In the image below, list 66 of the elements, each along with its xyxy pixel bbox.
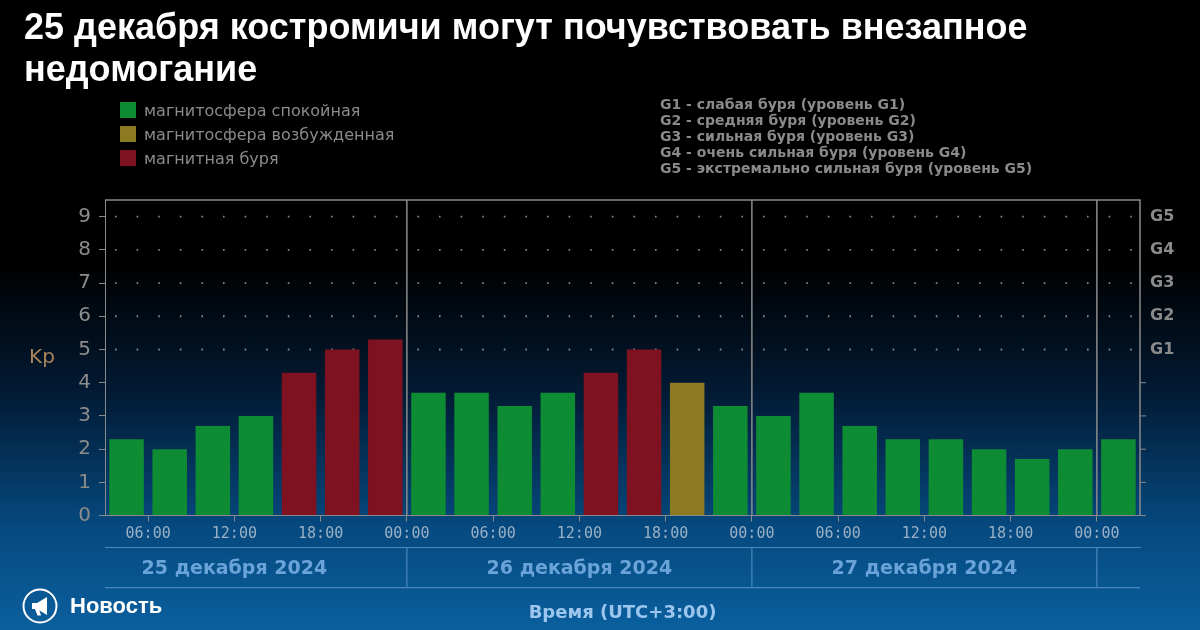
- legend-label: магнитосфера возбужденная: [144, 124, 395, 144]
- x2-tick-label: 25 декабря 2024: [141, 555, 328, 578]
- text: G4 - очень сильная буря (уровень G4): [660, 144, 968, 160]
- text: Новость: [70, 593, 163, 619]
- text: G2 - средняя буря (уровень G2): [660, 112, 917, 128]
- x-tick-label: 00:00: [384, 524, 430, 543]
- bar: [195, 425, 231, 516]
- bar: [713, 405, 748, 516]
- ref-line-label: G2: [1150, 305, 1175, 325]
- y-tick-label: 8: [78, 236, 91, 261]
- x-tick-label: 18:00: [988, 524, 1034, 543]
- x-tick-label: 06:00: [470, 524, 516, 543]
- bar: [324, 349, 360, 516]
- y-tick-label: 9: [78, 202, 91, 227]
- text: G5 - экстремально сильная буря (уровень G5): [660, 160, 1033, 176]
- bar: [238, 415, 274, 516]
- chart-title: 25 декабря костромичи могут почувствовать внезапное недомогание: [24, 6, 1029, 90]
- bar: [1101, 439, 1136, 516]
- bar: [540, 392, 576, 516]
- ref-line-label: G1: [1150, 338, 1175, 358]
- bar: [368, 339, 403, 516]
- legend-label: магнитосфера спокойная: [144, 100, 361, 120]
- bar: [971, 449, 1007, 516]
- bar: [1058, 449, 1093, 516]
- ref-line-label: G5: [1150, 205, 1175, 225]
- y-tick-label: 1: [78, 468, 91, 493]
- bar: [799, 392, 834, 516]
- x-axis-title: Время (UTC+3:00): [528, 600, 717, 622]
- bar: [885, 439, 921, 516]
- bar: [109, 439, 144, 516]
- bar: [928, 439, 964, 516]
- bar: [411, 392, 446, 516]
- bar: [842, 425, 877, 516]
- text: G1 - слабая буря (уровень G1): [660, 96, 907, 112]
- x-tick-label: 12:00: [211, 524, 257, 543]
- x-tick-label: 06:00: [815, 524, 861, 543]
- bar: [1014, 459, 1050, 516]
- bar: [454, 392, 489, 516]
- legend-label: магнитная буря: [144, 148, 279, 168]
- x-tick-label: 00:00: [1074, 524, 1120, 543]
- text: G3 - сильная буря (уровень G3): [660, 128, 916, 144]
- x-tick-label: 12:00: [901, 524, 947, 543]
- x-tick-label: 00:00: [729, 524, 775, 543]
- bar: [281, 372, 317, 516]
- bar: [669, 382, 705, 516]
- x-tick-label: 18:00: [298, 524, 344, 543]
- y-tick-label: 6: [78, 302, 91, 327]
- y-tick-label: 4: [78, 368, 91, 393]
- x-tick-label: 12:00: [556, 524, 602, 543]
- ref-line-label: G3: [1150, 272, 1175, 292]
- y-tick-label: 7: [78, 269, 91, 294]
- x-tick-label: 18:00: [643, 524, 689, 543]
- ref-line-label: G4: [1150, 238, 1175, 258]
- bar: [626, 349, 662, 516]
- bar: [583, 372, 619, 516]
- x2-tick-label: 27 декабря 2024: [831, 555, 1018, 578]
- bar: [497, 405, 532, 516]
- y-tick-label: 2: [78, 435, 91, 460]
- y-tick-label: 5: [78, 335, 91, 360]
- x2-tick-label: 26 декабря 2024: [486, 555, 673, 578]
- bar: [152, 449, 187, 516]
- x-tick-label: 06:00: [125, 524, 171, 543]
- y-tick-label: 0: [78, 501, 91, 526]
- y-tick-label: 3: [78, 402, 91, 427]
- bar: [756, 415, 791, 516]
- y-axis-title: Kp: [29, 344, 55, 368]
